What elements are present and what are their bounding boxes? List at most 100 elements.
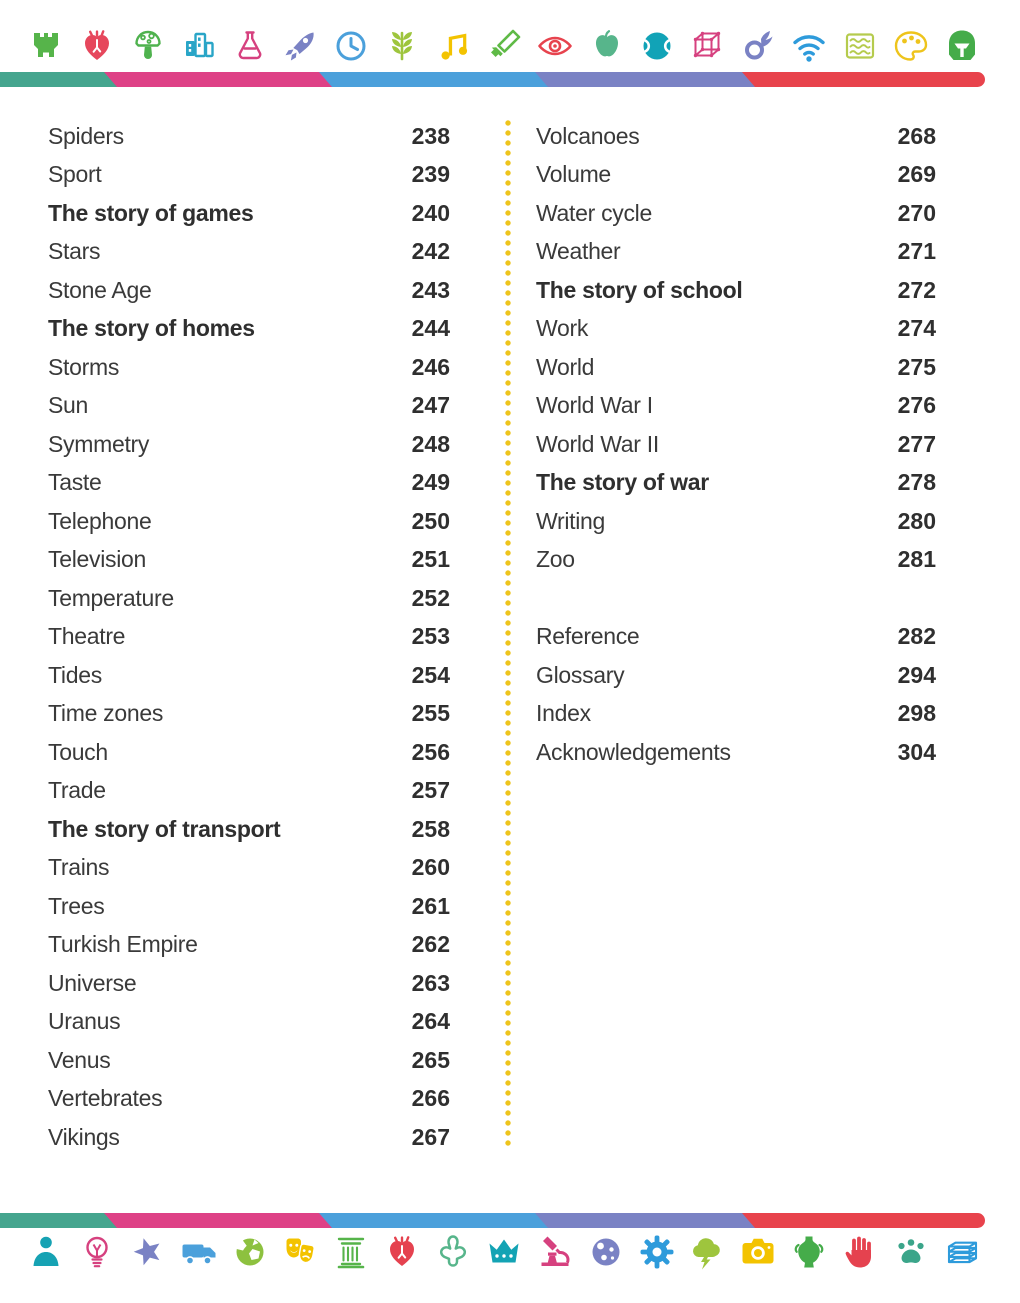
toc-entry: Symmetry 248: [48, 425, 450, 464]
toc-entry-page-number: 238: [411, 122, 450, 149]
toc-entry-label: Reference: [536, 623, 640, 650]
toc-entry: Reference 282: [536, 618, 936, 657]
toc-entry: Vertebrates 266: [48, 1080, 450, 1119]
microscope-icon: [535, 1232, 575, 1272]
toc-entry-page-number: 294: [897, 661, 936, 688]
toc-entry-label: Trees: [48, 892, 105, 919]
toc-entry: World 275: [536, 348, 936, 387]
toc-entry-label: Spiders: [48, 122, 124, 149]
anatomical-heart-icon: [382, 1232, 422, 1272]
toc-entry-label: Sport: [48, 161, 102, 188]
toc-entry-page-number: 243: [411, 276, 450, 303]
toc-entry-label: Trains: [48, 854, 110, 881]
toc-entry-page-number: 272: [897, 276, 936, 303]
ball-icon: [637, 26, 677, 66]
toc-entry-label: The story of war: [536, 469, 709, 496]
rocket-icon: [280, 26, 320, 66]
anatomical-heart-icon: [77, 26, 117, 66]
toc-entry-page-number: 255: [411, 700, 450, 727]
toc-entry-page-number: 281: [897, 546, 936, 573]
toc-entry-page-number: 265: [411, 1046, 450, 1073]
toc-entry-page-number: 282: [897, 623, 936, 650]
toc-entry-label: Vertebrates: [48, 1085, 163, 1112]
toc-entry: Stars 242: [48, 233, 450, 272]
storm-cloud-icon: [687, 1232, 727, 1272]
toc-entry-label: Tides: [48, 661, 102, 688]
buildings-icon: [179, 26, 219, 66]
toc-entry-page-number: 254: [411, 661, 450, 688]
toc-entry: Telephone 250: [48, 502, 450, 541]
toc-entry: Turkish Empire 262: [48, 926, 450, 965]
toc-entry-label: Taste: [48, 469, 102, 496]
toc-section-gap: [536, 579, 936, 618]
toc-entry-page-number: 249: [411, 469, 450, 496]
toc-entry: The story of homes 244: [48, 310, 450, 349]
toc-entry: Venus 265: [48, 1041, 450, 1080]
toc-entry-page-number: 280: [897, 507, 936, 534]
toc-entry-page-number: 304: [897, 738, 936, 765]
toc-entry-page-number: 263: [411, 969, 450, 996]
wheat-icon: [382, 26, 422, 66]
toc-entry: Trade 257: [48, 772, 450, 811]
toc-entry-label: Storms: [48, 353, 120, 380]
toc-entry: Sport 239: [48, 156, 450, 195]
toc-entry-label: Turkish Empire: [48, 931, 198, 958]
toc-entry-page-number: 258: [411, 815, 450, 842]
camera-icon: [738, 1232, 778, 1272]
toc-entry-page-number: 244: [411, 315, 450, 342]
toc-entry: Time zones 255: [48, 695, 450, 734]
toc-entry-label: Venus: [48, 1046, 111, 1073]
toc-entry: Index 298: [536, 695, 936, 734]
toc-entry-page-number: 274: [897, 315, 936, 342]
toc-entry-page-number: 240: [411, 199, 450, 226]
toc-entry: Water cycle 270: [536, 194, 936, 233]
toc-entry-label: The story of school: [536, 276, 743, 303]
toc-entry: Spiders 238: [48, 117, 450, 156]
theatre-masks-icon: [280, 1232, 320, 1272]
toc-entry: Temperature 252: [48, 579, 450, 618]
toc-entry: Acknowledgements 304: [536, 733, 936, 772]
footprint-icon: [433, 1232, 473, 1272]
toc-entry-page-number: 246: [411, 353, 450, 380]
toc-entry: Weather 271: [536, 233, 936, 272]
lightbulb-icon: [77, 1232, 117, 1272]
truck-icon: [179, 1232, 219, 1272]
toc-entry-page-number: 252: [411, 584, 450, 611]
moon-icon: [586, 1232, 626, 1272]
toc-entry-label: Water cycle: [536, 199, 652, 226]
toc-entry-label: Temperature: [48, 584, 174, 611]
toc-entry: Tides 254: [48, 656, 450, 695]
toc-entry-label: Index: [536, 700, 591, 727]
toc-entry: World War I 276: [536, 387, 936, 426]
toc-entry-label: Telephone: [48, 507, 152, 534]
toc-right-list: Volcanoes 268 Volume 269 Water cycle 270 Weath…: [536, 117, 936, 579]
toc-entry-page-number: 257: [411, 777, 450, 804]
toc-entry: Touch 256: [48, 733, 450, 772]
toc-entry-label: World War I: [536, 392, 653, 419]
toc-entry: The story of games 240: [48, 194, 450, 233]
toc-entry-page-number: 247: [411, 392, 450, 419]
top-icon-row: [26, 24, 982, 68]
toc-entry-label: Acknowledgements: [536, 738, 731, 765]
toc-left-column: Spiders 238 Sport 239 The story of games 240 S…: [48, 117, 450, 1157]
toc-entry-page-number: 277: [897, 430, 936, 457]
toc-entry: Vikings 267: [48, 1118, 450, 1157]
toc-entry-label: Time zones: [48, 700, 164, 727]
toc-entry-label: Sun: [48, 392, 89, 419]
column-icon: [331, 1232, 371, 1272]
toc-entry-label: Weather: [536, 238, 621, 265]
toc-entry-label: Work: [536, 315, 589, 342]
toc-entry-label: Uranus: [48, 1008, 121, 1035]
toc-entry-label: Vikings: [48, 1123, 120, 1150]
toc-entry: World War II 277: [536, 425, 936, 464]
toc-entry-page-number: 268: [897, 122, 936, 149]
toc-right-column: Volcanoes 268 Volume 269 Water cycle 270 Weath…: [536, 117, 936, 772]
toc-entry-page-number: 239: [411, 161, 450, 188]
toc-entry-label: Trade: [48, 777, 106, 804]
toc-entry-label: Writing: [536, 507, 606, 534]
toc-entry-page-number: 242: [411, 238, 450, 265]
toc-entry-label: Volcanoes: [536, 122, 640, 149]
toc-left-list: Spiders 238 Sport 239 The story of games 240 S…: [48, 117, 450, 1157]
toc-entry-page-number: 262: [411, 931, 450, 958]
